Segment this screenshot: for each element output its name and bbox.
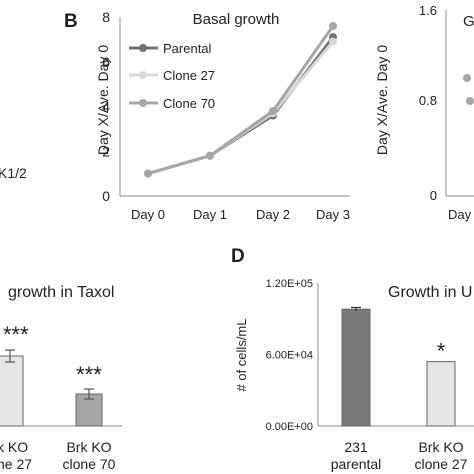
x-tick-label: Day 0 [131,207,165,222]
x-tick-label: Brk KO [418,439,463,455]
right-top-fragment-ylabel: Day X/Ave. Day 0 [374,45,390,155]
left-top-fragment-label: K1/2 [0,165,27,181]
bar-chart-growth: Growth in U # of cells/mL 0.00E+00 6.00E+… [234,278,474,472]
left-bottom-fragment-category: ne 27 [0,456,32,472]
left-bottom-fragment-significance: *** [3,322,29,347]
y-tick-label: 8 [102,9,110,25]
x-tick-label: Day 3 [316,207,350,222]
right-top-fragment-ytick: 1.6 [419,3,437,18]
legend-label: Parental [163,41,212,56]
y-axis-label: Day X/Ave. Day 0 [95,45,111,155]
right-top-fragment-ytick: 0.8 [419,93,437,108]
right-top-fragment-point [466,97,474,105]
x-tick-label: parental [331,456,382,472]
y-tick-label: 0 [102,188,110,204]
panel-label-b: B [64,11,78,32]
left-bottom-fragment-bar [0,355,24,427]
panel-label-d: D [231,246,245,267]
data-point [269,107,277,115]
y-tick-label: 6 [102,54,110,70]
legend-label: Clone 70 [163,96,215,111]
x-tick-label: clone 27 [415,456,468,472]
x-tick-label: Day 1 [193,207,227,222]
left-bottom-fragment-title: growth in Taxol [8,284,114,301]
y-tick-label: 6.00E+04 [266,350,313,362]
right-top-fragment-xtick: Day [448,207,472,222]
right-top-fragment: G Day X/Ave. Day 0 1.6 0.8 0 Day [374,3,474,222]
y-tick-label: 0.00E+00 [266,421,313,433]
right-top-fragment-title: G [463,13,474,30]
chart-title: Growth in U [388,284,472,301]
right-top-fragment-point [463,74,471,82]
y-tick-label: 4 [102,99,110,115]
legend-label: Clone 27 [163,68,215,83]
left-bottom-fragment: growth in Taxol *** *** k KO ne 27 Brk K… [0,284,122,472]
y-axis-label: # of cells/mL [234,319,249,392]
left-bottom-fragment-category: k KO [0,439,28,455]
significance-marker: * [437,339,446,364]
y-tick-label: 2 [102,143,110,159]
data-point [144,169,152,178]
legend-swatch-marker [139,99,147,107]
right-top-fragment-ytick: 0 [430,188,437,203]
bar [426,361,456,427]
series-line [147,25,335,176]
legend: Parental Clone 27 Clone 70 [129,41,215,111]
x-tick-label: 231 [344,439,368,455]
data-point [329,22,337,30]
left-bottom-fragment-significance: *** [76,362,102,387]
left-bottom-fragment-category: Brk KO [66,439,111,455]
line-chart-basal-growth: Basal growth Day X/Ave. Day 0 0 2 4 6 8 Day … [95,9,350,222]
data-point [329,37,337,46]
bar [341,308,371,427]
chart-title: Basal growth [193,11,280,28]
data-point [206,151,214,160]
left-bottom-fragment-category: clone 70 [63,456,116,472]
legend-swatch-marker [139,44,147,52]
legend-swatch-marker [139,71,147,79]
y-tick-label: 1.20E+05 [266,278,313,290]
x-tick-label: Day 2 [256,207,290,222]
